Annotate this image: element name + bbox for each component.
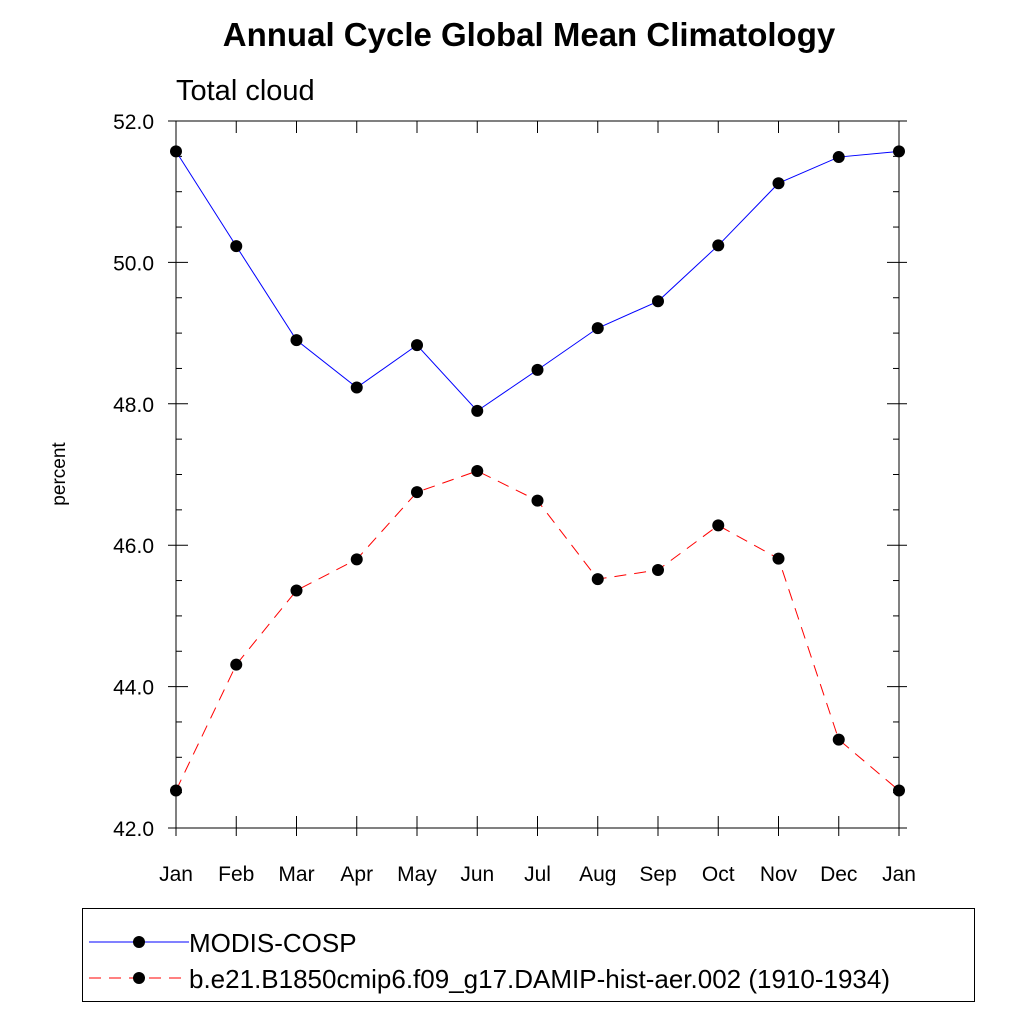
series-1-point [411, 339, 423, 352]
x-tick-label: Sep [639, 863, 676, 886]
y-tick-labels: 42.0 44.0 46.0 48.0 50.0 52.0 [113, 111, 154, 841]
legend-swatch-dashed-red [89, 972, 189, 984]
chart: Annual Cycle Global Mean Climatology Tot… [49, 16, 916, 886]
plot-area-frame [175, 120, 900, 829]
series-2-point [350, 553, 363, 566]
y-tick-label: 42.0 [113, 818, 154, 841]
series-1-point [893, 145, 905, 158]
series-1-point [772, 177, 785, 190]
series-2-point [531, 494, 544, 507]
x-tick-label: Jan [882, 863, 916, 886]
series-2-point [712, 519, 725, 532]
y-tick-label: 44.0 [113, 677, 154, 700]
series-1-point [531, 363, 544, 376]
x-tick-label: Apr [340, 863, 373, 886]
series-2-point [471, 464, 484, 477]
series-2-point [170, 784, 182, 797]
series-2-point [832, 733, 845, 746]
chart-title: Annual Cycle Global Mean Climatology [223, 16, 836, 53]
series-2-point [411, 486, 423, 499]
series-2-point [290, 584, 303, 597]
series-2-point [230, 658, 243, 671]
y-axis-label: percent [49, 442, 70, 506]
series-1-point [350, 381, 363, 394]
series-2-point [893, 784, 905, 797]
legend-item-series-1: MODIS-COSP [83, 925, 974, 959]
series-1-point [290, 334, 303, 347]
series-line-2 [175, 470, 900, 791]
y-tick-label: 48.0 [113, 394, 154, 417]
legend-label-series-2: b.e21.B1850cmip6.f09_g17.DAMIP-hist-aer.… [189, 964, 890, 994]
series-2-point [591, 573, 604, 586]
series-markers [170, 145, 905, 797]
series-1-point [591, 322, 604, 335]
legend-label-series-1: MODIS-COSP [189, 928, 357, 958]
x-tick-label: Jan [159, 863, 193, 886]
x-tick-label: Mar [278, 863, 314, 886]
series-1-point [471, 404, 484, 417]
series-1-point [230, 240, 243, 253]
x-tick-label: Aug [579, 863, 616, 886]
series-2-point [652, 563, 664, 576]
y-tick-label: 52.0 [113, 111, 154, 134]
series-2-point [772, 552, 785, 565]
x-tick-label: Jun [460, 863, 494, 886]
legend-item-series-2: b.e21.B1850cmip6.f09_g17.DAMIP-hist-aer.… [83, 961, 974, 995]
legend-swatch-solid-blue [89, 936, 189, 948]
axis-ticks [168, 120, 907, 836]
series-1-point [832, 151, 845, 164]
chart-subtitle: Total cloud [176, 75, 315, 107]
y-tick-label: 50.0 [113, 252, 154, 275]
x-tick-label: Jul [524, 863, 551, 886]
series-1-point [712, 239, 725, 252]
x-tick-labels: Jan Feb Mar Apr May Jun Jul Aug Sep Oct Nov Dec Jan [159, 863, 916, 886]
x-tick-label: Nov [760, 863, 798, 886]
legend: MODIS-COSP b.e21.B1850cmip6.f09_g17.DAMI… [82, 908, 975, 1002]
series-1-point [652, 295, 664, 308]
x-tick-label: Dec [820, 863, 857, 886]
y-tick-label: 46.0 [113, 535, 154, 558]
series-lines [175, 150, 900, 791]
x-tick-label: May [397, 863, 437, 886]
x-tick-label: Oct [702, 863, 735, 886]
series-1-point [170, 145, 182, 158]
x-tick-label: Feb [218, 863, 254, 886]
